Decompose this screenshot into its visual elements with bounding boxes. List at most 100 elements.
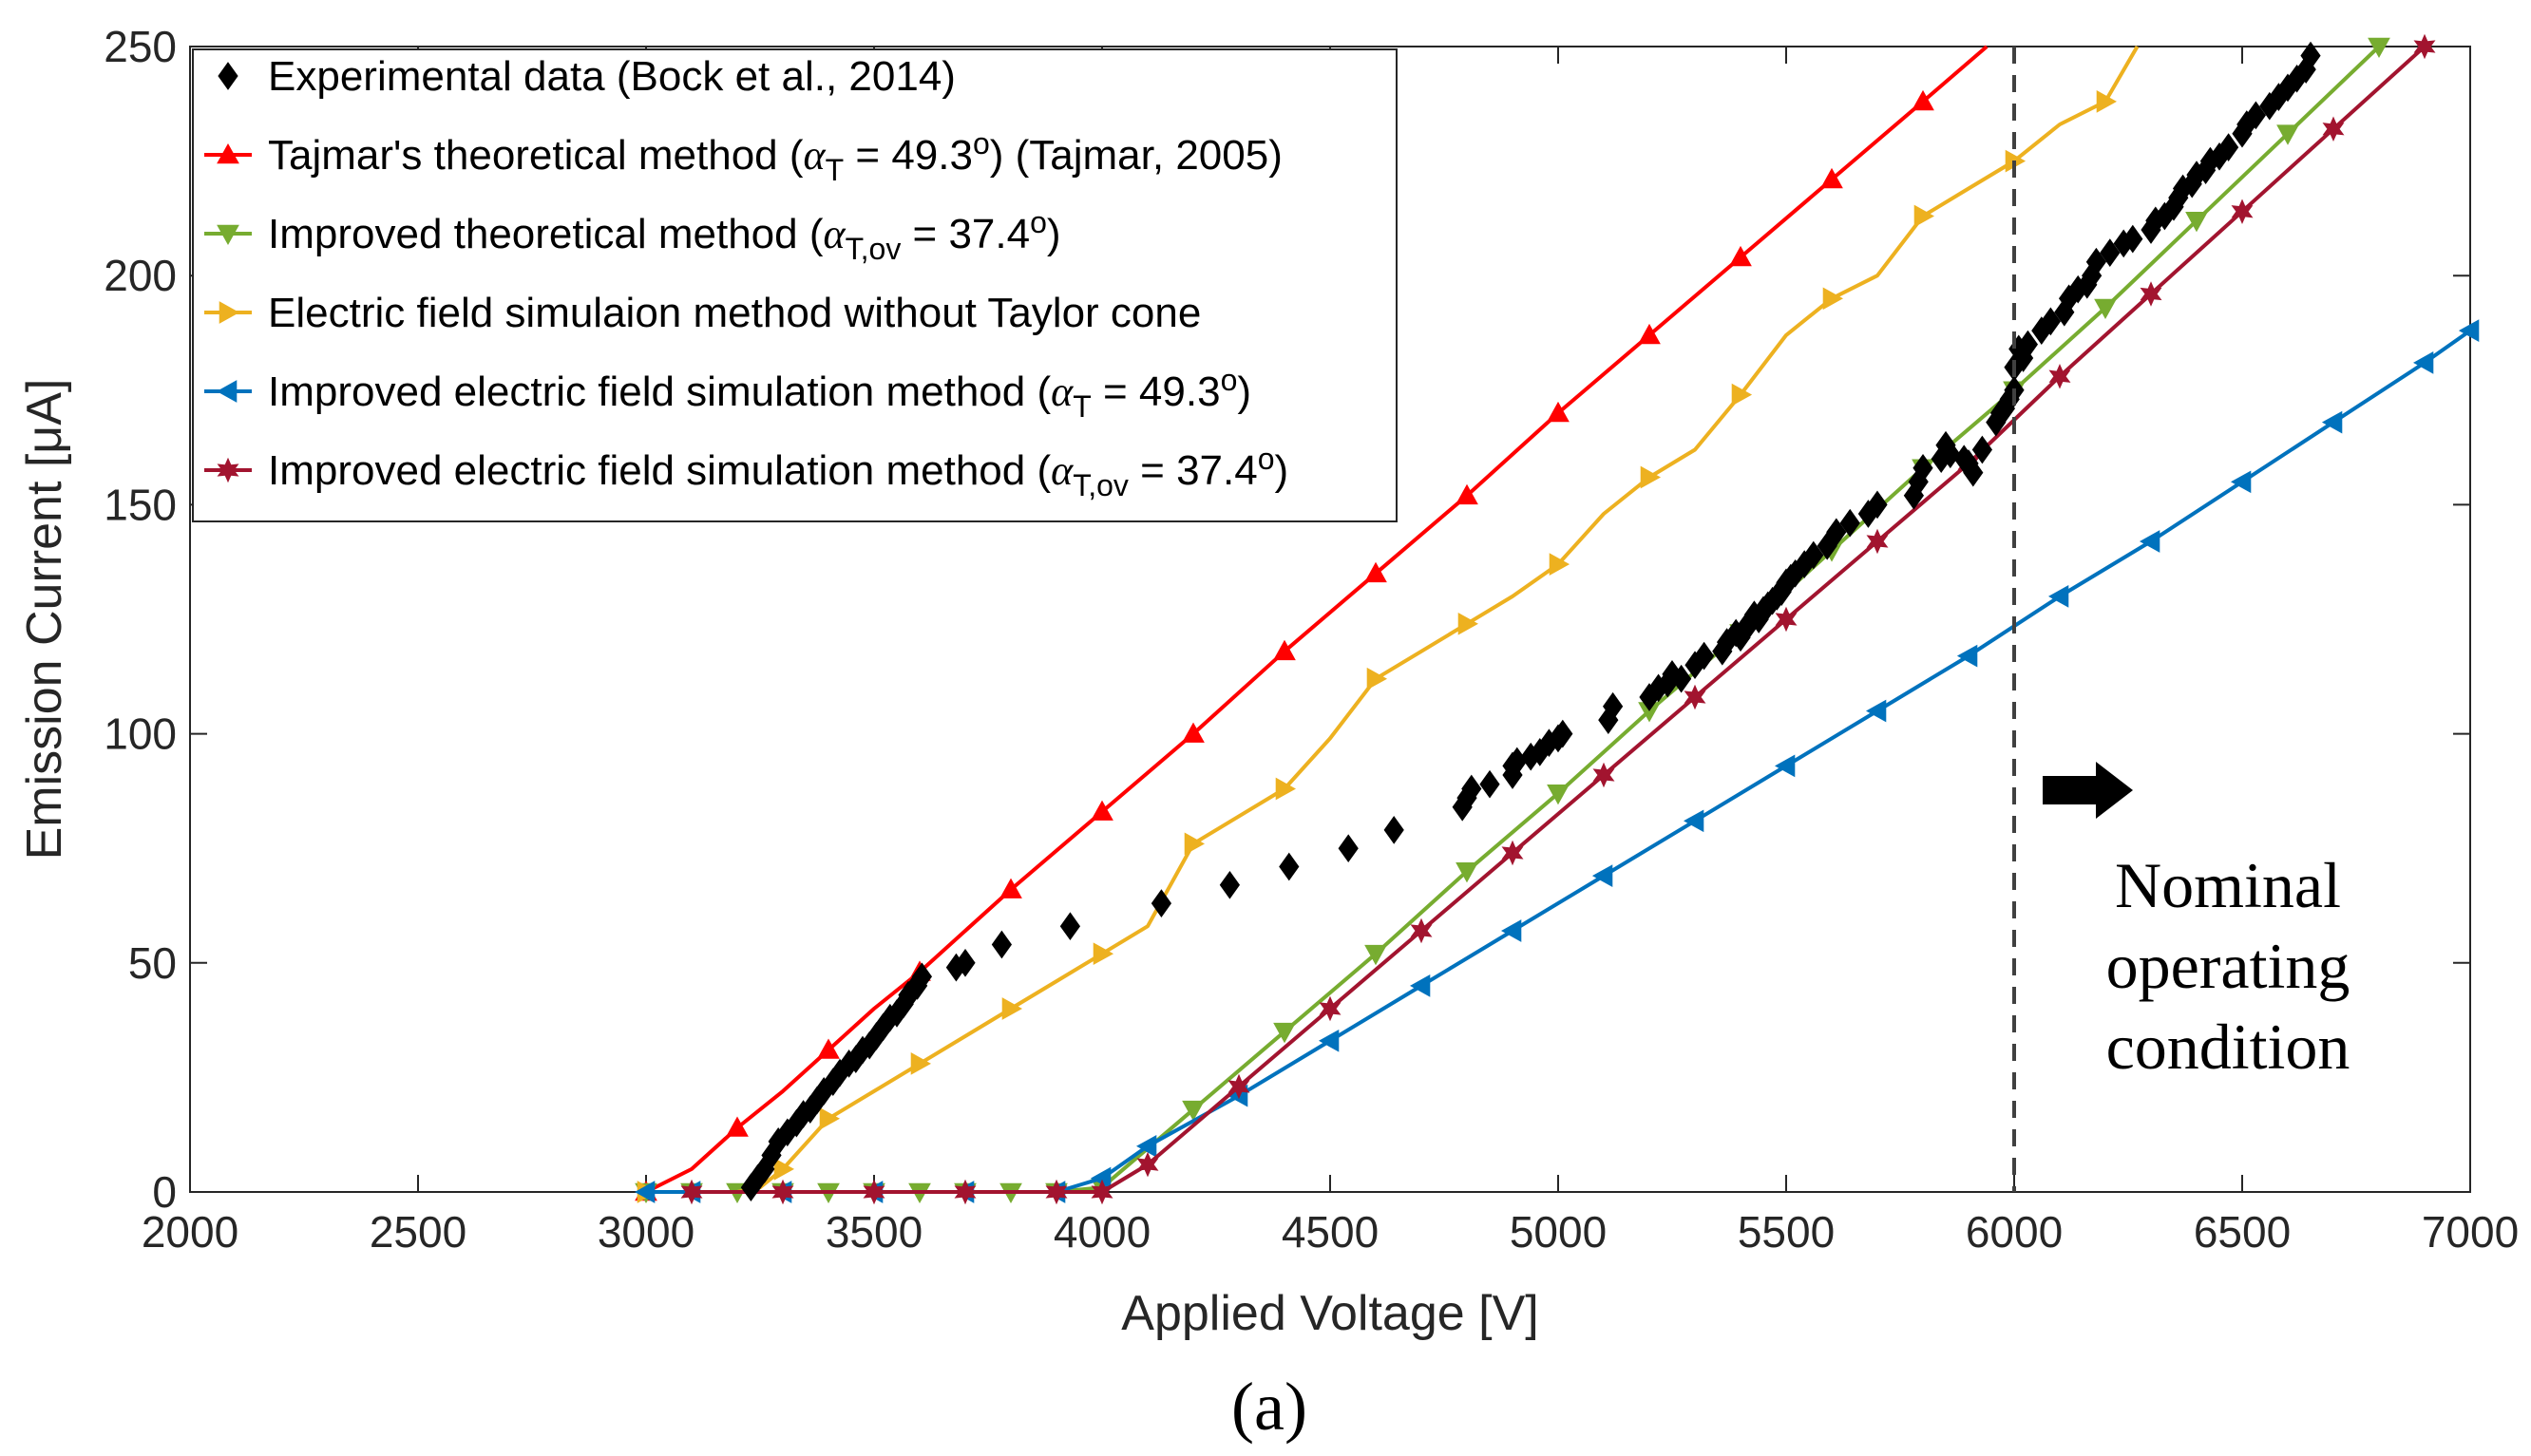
data-point <box>1059 912 1081 941</box>
legend-swatch-marker <box>217 457 239 483</box>
y-tick-label: 50 <box>128 938 177 988</box>
series-marker-2 <box>2368 37 2390 59</box>
series-marker-2 <box>1273 1022 1296 1044</box>
series-marker-5 <box>771 1179 794 1205</box>
x-tick-label: 5500 <box>1738 1207 1835 1257</box>
data-point <box>955 948 976 977</box>
series-marker-3 <box>1731 383 1753 407</box>
data-point <box>2017 330 2039 359</box>
series-marker-4 <box>1318 1029 1340 1052</box>
x-tick-label: 7000 <box>2422 1207 2519 1257</box>
series-marker-1 <box>1091 800 1113 821</box>
x-tick-label: 4000 <box>1054 1207 1151 1257</box>
series-marker-4 <box>2230 470 2252 494</box>
data-point <box>1963 458 1984 487</box>
data-point <box>1670 664 1692 693</box>
series-marker-3 <box>1366 667 1388 690</box>
legend: Experimental data (Bock et al., 2014) Taj… <box>192 48 1398 522</box>
data-point <box>1219 870 1241 899</box>
series-marker-5 <box>1045 1179 1068 1205</box>
series-marker-1 <box>817 1038 840 1059</box>
y-tick-label: 150 <box>104 480 177 529</box>
x-tick-label: 6500 <box>2194 1207 2291 1257</box>
series-marker-1 <box>1820 167 1843 189</box>
legend-entry-3: Electric field simulaion method without … <box>268 290 1201 336</box>
series-marker-3 <box>1822 287 1844 311</box>
series-marker-5 <box>1091 1179 1113 1205</box>
data-point <box>2122 224 2143 254</box>
legend-swatch-marker <box>218 62 238 90</box>
series-marker-4 <box>1135 1134 1157 1158</box>
data-point <box>2085 247 2107 276</box>
series-marker-5 <box>1684 684 1706 710</box>
legend-swatch-marker <box>216 380 238 403</box>
series-marker-5 <box>2140 281 2162 307</box>
x-tick-label: 4500 <box>1282 1207 1379 1257</box>
series-marker-4 <box>2458 319 2480 342</box>
series-marker-5 <box>1410 917 1433 944</box>
legend-entry-2: Improved theoretical method (αT,ov = 37.… <box>268 205 1061 266</box>
series-marker-5 <box>1592 762 1615 788</box>
series-marker-3 <box>1640 465 1662 489</box>
x-axis-title: Applied Voltage [V] <box>1121 1286 1538 1341</box>
data-point <box>2100 238 2121 267</box>
series-marker-4 <box>2412 351 2434 374</box>
y-tick-label: 100 <box>104 709 177 759</box>
series-marker-1 <box>1912 89 1934 111</box>
series-marker-1 <box>1456 483 1478 505</box>
y-axis-title: Emission Current [μA] <box>17 379 72 860</box>
data-point <box>1552 719 1573 748</box>
series-marker-3 <box>1093 942 1114 966</box>
series-marker-4 <box>1500 919 1522 942</box>
series-marker-5 <box>954 1179 977 1205</box>
series-marker-2 <box>2185 212 2208 233</box>
figure-caption: (a) <box>1231 1369 1307 1445</box>
data-point <box>1693 641 1715 671</box>
data-point <box>1461 774 1482 804</box>
series-marker-3 <box>910 1052 932 1075</box>
series-marker-1 <box>1638 323 1661 345</box>
x-tick-label: 6000 <box>1966 1207 2063 1257</box>
data-point <box>1971 435 1993 464</box>
series-marker-3 <box>2096 90 2118 113</box>
annotation: Nominal operating condition <box>2043 762 2350 1083</box>
data-point <box>2300 41 2321 70</box>
series-marker-1 <box>1547 401 1570 423</box>
series-marker-2 <box>1547 785 1570 805</box>
data-point <box>1279 852 1300 881</box>
legend-entry-4: Improved electric field simulation metho… <box>268 363 1251 424</box>
series-marker-5 <box>2413 33 2436 60</box>
data-point <box>1867 490 1888 520</box>
series-marker-3 <box>1913 204 1935 228</box>
series-marker-5 <box>1866 528 1889 555</box>
y-tick-label: 200 <box>104 251 177 300</box>
data-point <box>1826 518 1847 547</box>
data-point <box>2245 101 2267 130</box>
legend-swatch-marker <box>217 224 239 246</box>
series-marker-1 <box>1364 561 1387 583</box>
series-marker-2 <box>2094 298 2117 320</box>
series-marker-3 <box>819 1106 841 1130</box>
annotation-line-2: operating <box>2106 930 2350 1002</box>
series-marker-5 <box>2048 364 2071 389</box>
y-tick-label: 0 <box>152 1167 177 1217</box>
data-point <box>2040 307 2062 336</box>
series-marker-3 <box>1184 832 1206 856</box>
x-tick-label: 5000 <box>1510 1207 1607 1257</box>
series-marker-1 <box>1273 639 1296 661</box>
series-marker-3 <box>1549 553 1570 576</box>
series-marker-5 <box>1319 995 1342 1022</box>
legend-box <box>192 48 1398 522</box>
series-marker-2 <box>2276 124 2299 145</box>
series-marker-4 <box>2139 530 2160 553</box>
series-marker-4 <box>1591 864 1613 887</box>
data-point <box>1913 453 1933 482</box>
series-marker-5 <box>2322 116 2345 142</box>
series-marker-2 <box>1456 862 1478 883</box>
series-marker-3 <box>1457 612 1479 635</box>
series-marker-3 <box>1275 777 1297 801</box>
series-marker-5 <box>1501 840 1524 866</box>
series-marker-1 <box>1729 245 1752 267</box>
series-marker-1 <box>1182 722 1205 743</box>
x-tick-label: 3500 <box>826 1207 923 1257</box>
